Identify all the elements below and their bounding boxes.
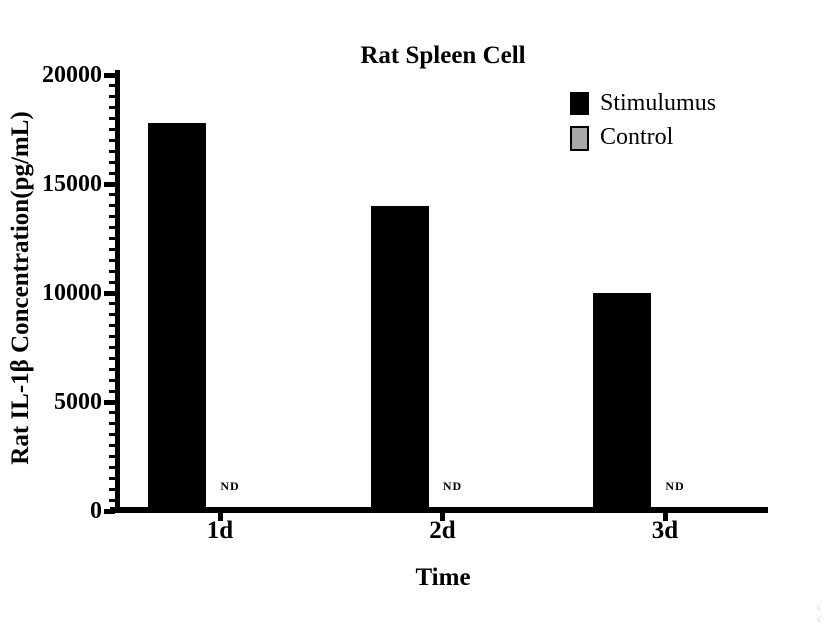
y-axis-minor-tick: [109, 444, 115, 448]
y-axis-minor-tick: [109, 258, 115, 262]
legend-label-control: Control: [600, 124, 674, 150]
y-axis-minor-tick: [109, 498, 115, 502]
y-axis-minor-tick: [109, 335, 115, 339]
y-axis-minor-tick: [109, 193, 115, 197]
y-axis-minor-tick: [109, 171, 115, 175]
y-axis-minor-tick: [109, 160, 115, 164]
x-axis-tick-label: 1d: [206, 517, 234, 544]
y-axis-minor-tick: [109, 149, 115, 153]
x-axis-tick-label: 2d: [429, 517, 456, 544]
y-axis-title: Rat IL-1β Concentration(pg/mL): [7, 111, 34, 465]
bar-stimulumus-1d: [148, 122, 206, 513]
y-axis-major-tick: [104, 508, 115, 514]
y-axis-tick-label: 15000: [42, 171, 102, 197]
y-axis-minor-tick: [109, 367, 115, 371]
y-axis-minor-tick: [109, 128, 115, 131]
y-axis-tick-label: 10000: [42, 280, 102, 306]
x-axis-tick: [662, 513, 668, 521]
y-axis-minor-tick: [109, 269, 115, 273]
y-axis-minor-tick: [109, 313, 115, 317]
y-axis-minor-tick: [109, 356, 115, 360]
y-axis-major-tick: [104, 181, 115, 187]
y-axis-tick-label: 5000: [54, 389, 102, 415]
y-axis-minor-tick: [109, 226, 115, 230]
legend-label-stimulumus: Stimulumus: [600, 90, 717, 116]
y-axis-minor-tick: [109, 95, 115, 99]
y-axis-minor-tick: [109, 138, 115, 142]
y-axis-minor-tick: [109, 280, 115, 284]
y-axis-minor-tick: [109, 465, 115, 469]
y-axis-minor-tick: [109, 422, 115, 426]
nd-label-control-1d: ND: [220, 479, 240, 493]
bar-stimulumus-2d: [370, 205, 429, 513]
x-axis-line: [110, 507, 768, 513]
chart-title: Rat Spleen Cell: [360, 42, 526, 69]
x-axis-tick: [440, 513, 445, 521]
y-axis-minor-tick: [109, 389, 115, 393]
x-axis-title: Time: [415, 564, 471, 591]
y-axis-minor-tick: [109, 378, 115, 382]
x-axis-tick-label: 3d: [651, 517, 679, 544]
nd-label-control-3d: ND: [665, 479, 685, 493]
nd-label-control-2d: ND: [442, 479, 463, 493]
y-axis-minor-tick: [109, 324, 115, 328]
legend-swatch-stimulumus: [570, 92, 589, 115]
x-axis-tick: [217, 513, 223, 521]
y-axis-minor-tick: [109, 215, 115, 219]
y-axis-minor-tick: [109, 84, 115, 88]
y-axis-minor-tick: [109, 302, 115, 306]
y-axis-minor-tick: [109, 455, 115, 458]
bar-stimulumus-3d: [593, 293, 651, 513]
y-axis-minor-tick: [109, 237, 115, 240]
y-axis-minor-tick: [109, 117, 115, 121]
y-axis-minor-tick: [109, 476, 115, 480]
y-axis-major-tick: [104, 290, 115, 296]
y-axis-major-tick: [104, 399, 115, 405]
y-axis-line: [115, 70, 120, 513]
y-axis-minor-tick: [109, 204, 115, 208]
y-axis-minor-tick: [109, 433, 115, 437]
y-axis-minor-tick: [109, 487, 115, 491]
y-axis-minor-tick: [109, 411, 115, 415]
legend-swatch-control: [570, 126, 589, 151]
y-axis-minor-tick: [109, 247, 115, 251]
y-axis-major-tick: [104, 72, 115, 78]
y-axis-tick-label: 20000: [42, 62, 102, 88]
y-axis-minor-tick: [109, 346, 115, 349]
y-axis-minor-tick: [109, 106, 115, 110]
corner-artifact: ς ς: [817, 602, 821, 623]
y-axis-tick-label: 0: [90, 498, 102, 524]
